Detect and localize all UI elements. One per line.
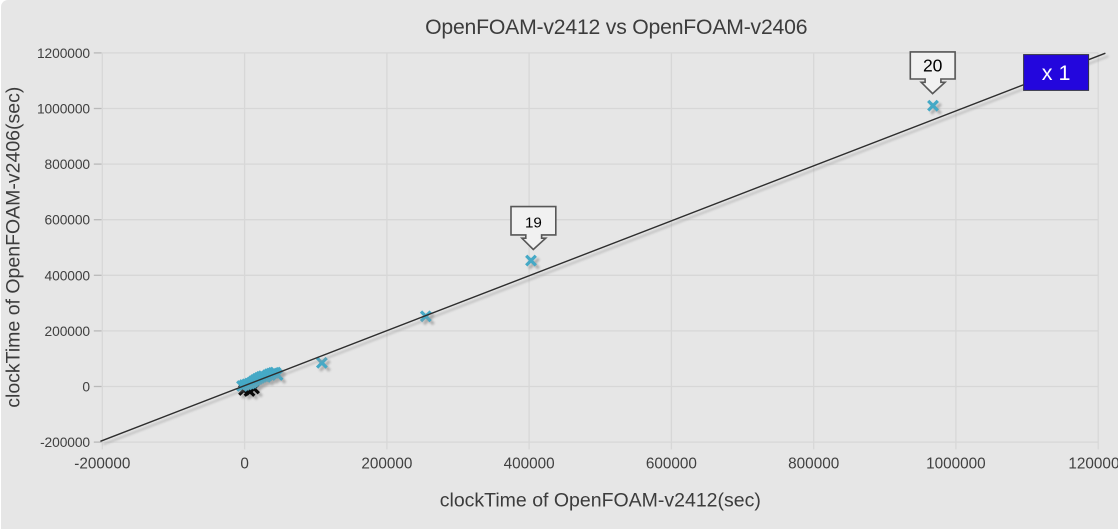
svg-text:600000: 600000 xyxy=(646,456,697,473)
svg-text:0: 0 xyxy=(240,456,249,473)
svg-text:1200000: 1200000 xyxy=(37,46,90,61)
svg-text:clockTime of OpenFOAM-v2406(se: clockTime of OpenFOAM-v2406(sec) xyxy=(3,87,25,408)
svg-text:OpenFOAM-v2412 vs OpenFOAM-v24: OpenFOAM-v2412 vs OpenFOAM-v2406 xyxy=(425,16,807,39)
svg-text:-200000: -200000 xyxy=(40,435,90,450)
svg-text:-200000: -200000 xyxy=(74,456,130,473)
svg-text:1000000: 1000000 xyxy=(926,456,986,473)
svg-text:20: 20 xyxy=(923,55,943,75)
svg-text:200000: 200000 xyxy=(361,456,412,473)
svg-text:400000: 400000 xyxy=(45,268,91,283)
svg-text:1200000: 1200000 xyxy=(1068,456,1118,473)
svg-text:800000: 800000 xyxy=(788,456,839,473)
svg-text:19: 19 xyxy=(525,214,542,231)
svg-text:clockTime of OpenFOAM-v2412(se: clockTime of OpenFOAM-v2412(sec) xyxy=(440,490,761,512)
svg-text:0: 0 xyxy=(82,380,90,395)
svg-text:600000: 600000 xyxy=(45,213,91,228)
svg-text:200000: 200000 xyxy=(45,324,91,339)
svg-text:1000000: 1000000 xyxy=(37,102,90,117)
svg-text:400000: 400000 xyxy=(504,456,555,473)
svg-text:x 1: x 1 xyxy=(1042,61,1071,85)
svg-text:800000: 800000 xyxy=(45,157,91,172)
